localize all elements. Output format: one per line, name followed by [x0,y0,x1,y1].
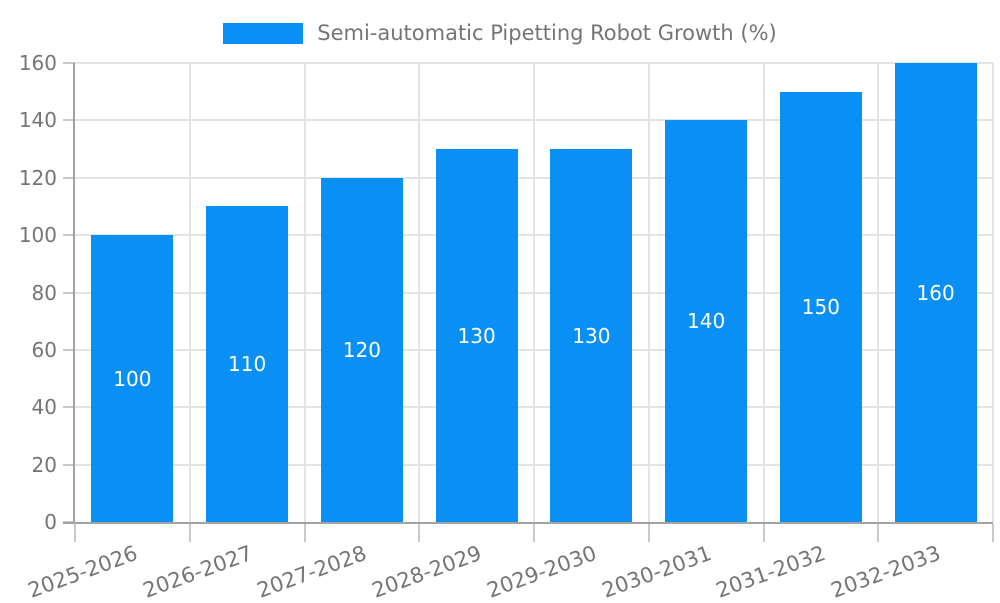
x-axis-label: 2025-2026 [24,541,141,603]
bar[interactable]: 140 [665,120,748,522]
x-axis-label: 2030-2031 [598,541,715,603]
x-axis-label: 2027-2028 [254,541,371,603]
bar[interactable]: 130 [550,149,633,522]
y-axis-tick-label: 120 [18,165,57,190]
x-axis-label-wrap: 2027-2028 [122,541,370,603]
y-axis-tick-label: 80 [31,280,57,305]
legend[interactable]: Semi-automatic Pipetting Robot Growth (%… [0,21,1000,45]
x-axis-line [63,522,993,524]
bar-value-label: 140 [687,309,726,334]
y-axis-tick [63,406,75,409]
gridline-vertical [992,63,994,522]
x-axis-label-wrap: 2031-2032 [581,541,829,603]
x-axis-tick [303,524,306,542]
x-axis-tick [533,524,535,542]
bar[interactable]: 120 [320,177,403,522]
bar[interactable]: 110 [206,206,289,522]
bar-value-label: 160 [916,280,955,305]
x-axis-tick [188,524,191,542]
x-axis-tick [762,524,765,542]
x-axis-label: 2032-2033 [828,541,944,603]
legend-label: Semi-automatic Pipetting Robot Growth (%… [317,21,777,45]
bar-value-label: 110 [228,352,267,377]
gridline-vertical [877,63,880,522]
gridline-vertical [533,63,535,522]
bar[interactable]: 100 [91,235,174,522]
x-axis-tick [647,524,650,542]
x-axis-label: 2028-2029 [369,541,485,603]
y-axis-tick [63,348,75,351]
gridline-vertical [647,63,650,522]
gridline-vertical [188,63,191,522]
y-axis-tick [63,119,75,122]
gridline-vertical [303,63,306,522]
y-axis-tick-label: 100 [18,223,57,248]
y-axis-tick [63,62,75,64]
bar-value-label: 130 [457,323,496,348]
x-axis-label: 2031-2032 [713,541,830,603]
x-axis-label-wrap: 2032-2033 [696,541,944,603]
y-axis-tick-label: 160 [18,51,57,75]
gridline-vertical [762,63,765,522]
bar-value-label: 100 [113,366,152,391]
y-axis-tick-label: 40 [31,395,57,420]
x-axis-label: 2029-2030 [483,541,600,603]
x-axis-tick [418,524,421,542]
y-axis-tick [63,291,75,294]
bar[interactable]: 150 [779,91,862,522]
y-axis-tick [63,176,75,179]
y-axis-tick-label: 140 [18,108,57,133]
x-axis-label-wrap: 2028-2029 [237,541,485,603]
legend-swatch[interactable] [223,22,304,44]
x-axis-tick [877,524,880,542]
x-axis-label-wrap: 2025-2026 [0,541,141,603]
bar-value-label: 120 [342,337,381,362]
x-axis-label-wrap: 2026-2027 [7,541,256,603]
gridline-vertical [418,63,421,522]
y-axis-line [73,63,75,524]
x-axis-label: 2026-2027 [139,541,256,603]
y-axis-tick-label: 60 [31,337,57,362]
y-axis-tick [63,463,75,466]
y-axis-tick-label: 20 [31,452,57,477]
bar-value-label: 130 [572,323,611,348]
x-axis-tick [992,524,994,542]
bar[interactable]: 160 [894,63,977,522]
bar[interactable]: 130 [435,149,518,522]
y-axis-tick-label: 0 [44,510,57,534]
bar-value-label: 150 [801,294,840,319]
x-axis-label-wrap: 2030-2031 [466,541,715,603]
y-axis-tick [63,234,75,237]
x-axis-tick [74,524,76,542]
x-axis-label-wrap: 2029-2030 [351,541,600,603]
